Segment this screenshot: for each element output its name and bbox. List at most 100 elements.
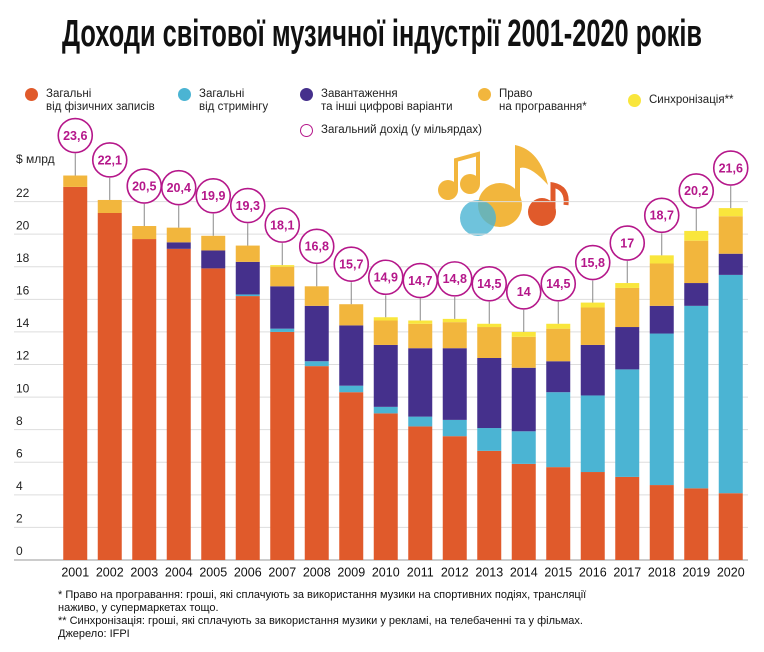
legend-swatch [300,124,313,137]
bar-segment [304,366,329,560]
total-label: 14,9 [374,271,398,285]
x-tick-label: 2005 [199,565,227,579]
x-tick-label: 2014 [510,565,538,579]
bar-segment [649,255,674,264]
bar-segment [615,287,640,328]
legend-item: Завантаження та інші цифрові варіанти [300,88,453,114]
total-marker [333,246,370,283]
total-marker [298,228,335,265]
bar-segment [477,357,502,429]
legend-label: Загальні від фізичних записів [46,88,155,113]
x-tick-label: 2012 [441,565,469,579]
bar-segment [373,406,398,414]
legend-item: Загальний дохід (у мільярдах) [300,124,482,137]
bar-segment [684,283,709,306]
bar-segment [373,320,398,345]
y-tick-label: 22 [16,186,30,200]
total-label: 16,8 [305,240,329,254]
x-tick-label: 2019 [682,565,710,579]
bar-segment [235,296,260,560]
y-tick-label: 12 [16,349,30,363]
total-label: 14,5 [477,277,501,291]
bar-segment [546,323,571,329]
total-marker [678,173,715,209]
bar-segment [649,305,674,334]
bar-segment [201,235,226,251]
bar-segment [132,239,157,560]
bar-segment [339,304,364,326]
total-label: 21,6 [719,161,743,175]
bar-segment [477,450,502,560]
bar-segment [684,240,709,284]
bar-segment [442,348,467,420]
legend-swatch [300,88,313,101]
bar-segment [442,322,467,349]
total-marker [57,117,94,154]
x-tick-label: 2002 [96,565,124,579]
y-tick-label: 18 [16,251,30,265]
y-tick-label: 8 [16,414,23,428]
bar-segment [477,428,502,451]
bar-segment [718,208,743,217]
bar-segment [408,416,433,427]
legend-label: Право на програвання* [499,88,587,113]
bar-segment [546,467,571,560]
bar-segment [684,305,709,489]
bar-segment [546,328,571,362]
bar-segment [132,226,157,240]
bar-segment [684,230,709,241]
total-label: 20,5 [132,179,156,193]
bar-segment [477,323,502,328]
bar-segment [304,305,329,362]
bar-segment [580,307,605,345]
bar-segment [649,263,674,306]
bar-segment [339,385,364,393]
footnotes: * Право на програвання: гроші, які сплач… [58,589,598,641]
bar-segment [339,392,364,560]
total-marker [195,177,232,214]
bar-segment [684,488,709,560]
bar-segment [580,472,605,560]
bar-segment [270,286,295,329]
bar-segment [442,318,467,323]
legend-label: Синхронізація** [649,94,734,106]
bar-segment [511,331,536,337]
bar-segment [442,436,467,560]
bar-segment [580,302,605,308]
y-tick-label: 20 [16,218,30,232]
x-tick-label: 2020 [717,565,745,579]
bar-segment [270,331,295,560]
total-marker [712,150,749,186]
x-tick-label: 2018 [648,565,676,579]
bar-segment [580,395,605,473]
bar-segment [649,485,674,560]
bar-segment [718,274,743,494]
bar-segment [511,367,536,432]
chart-title: Доходи світової музичної індустрії 2001-… [62,13,702,55]
bar-segment [477,327,502,358]
bar-segment [304,361,329,367]
legend-item: Загальні від стримінгу [178,88,268,114]
bar-segment [408,323,433,349]
x-tick-label: 2013 [475,565,503,579]
bar-segment [166,248,191,560]
bar-segment [615,327,640,370]
bar-segment [580,344,605,396]
footnote: * Право на програвання: гроші, які сплач… [58,589,587,614]
bar-segment [408,348,433,417]
bar-segment [373,317,398,321]
bar-segment [235,294,260,297]
bar-segment [408,320,433,324]
x-tick-label: 2016 [579,565,607,579]
total-marker [229,187,266,224]
total-label: 14 [517,285,531,299]
bar-segment [649,333,674,486]
y-tick-label: 10 [16,381,30,395]
source: Джерело: IFPI [58,628,130,640]
bar-segment [270,266,295,287]
bar-segment [63,175,88,187]
bar-segment [166,242,191,249]
y-tick-label: 0 [16,544,23,558]
legend-item: Право на програвання* [478,88,587,114]
